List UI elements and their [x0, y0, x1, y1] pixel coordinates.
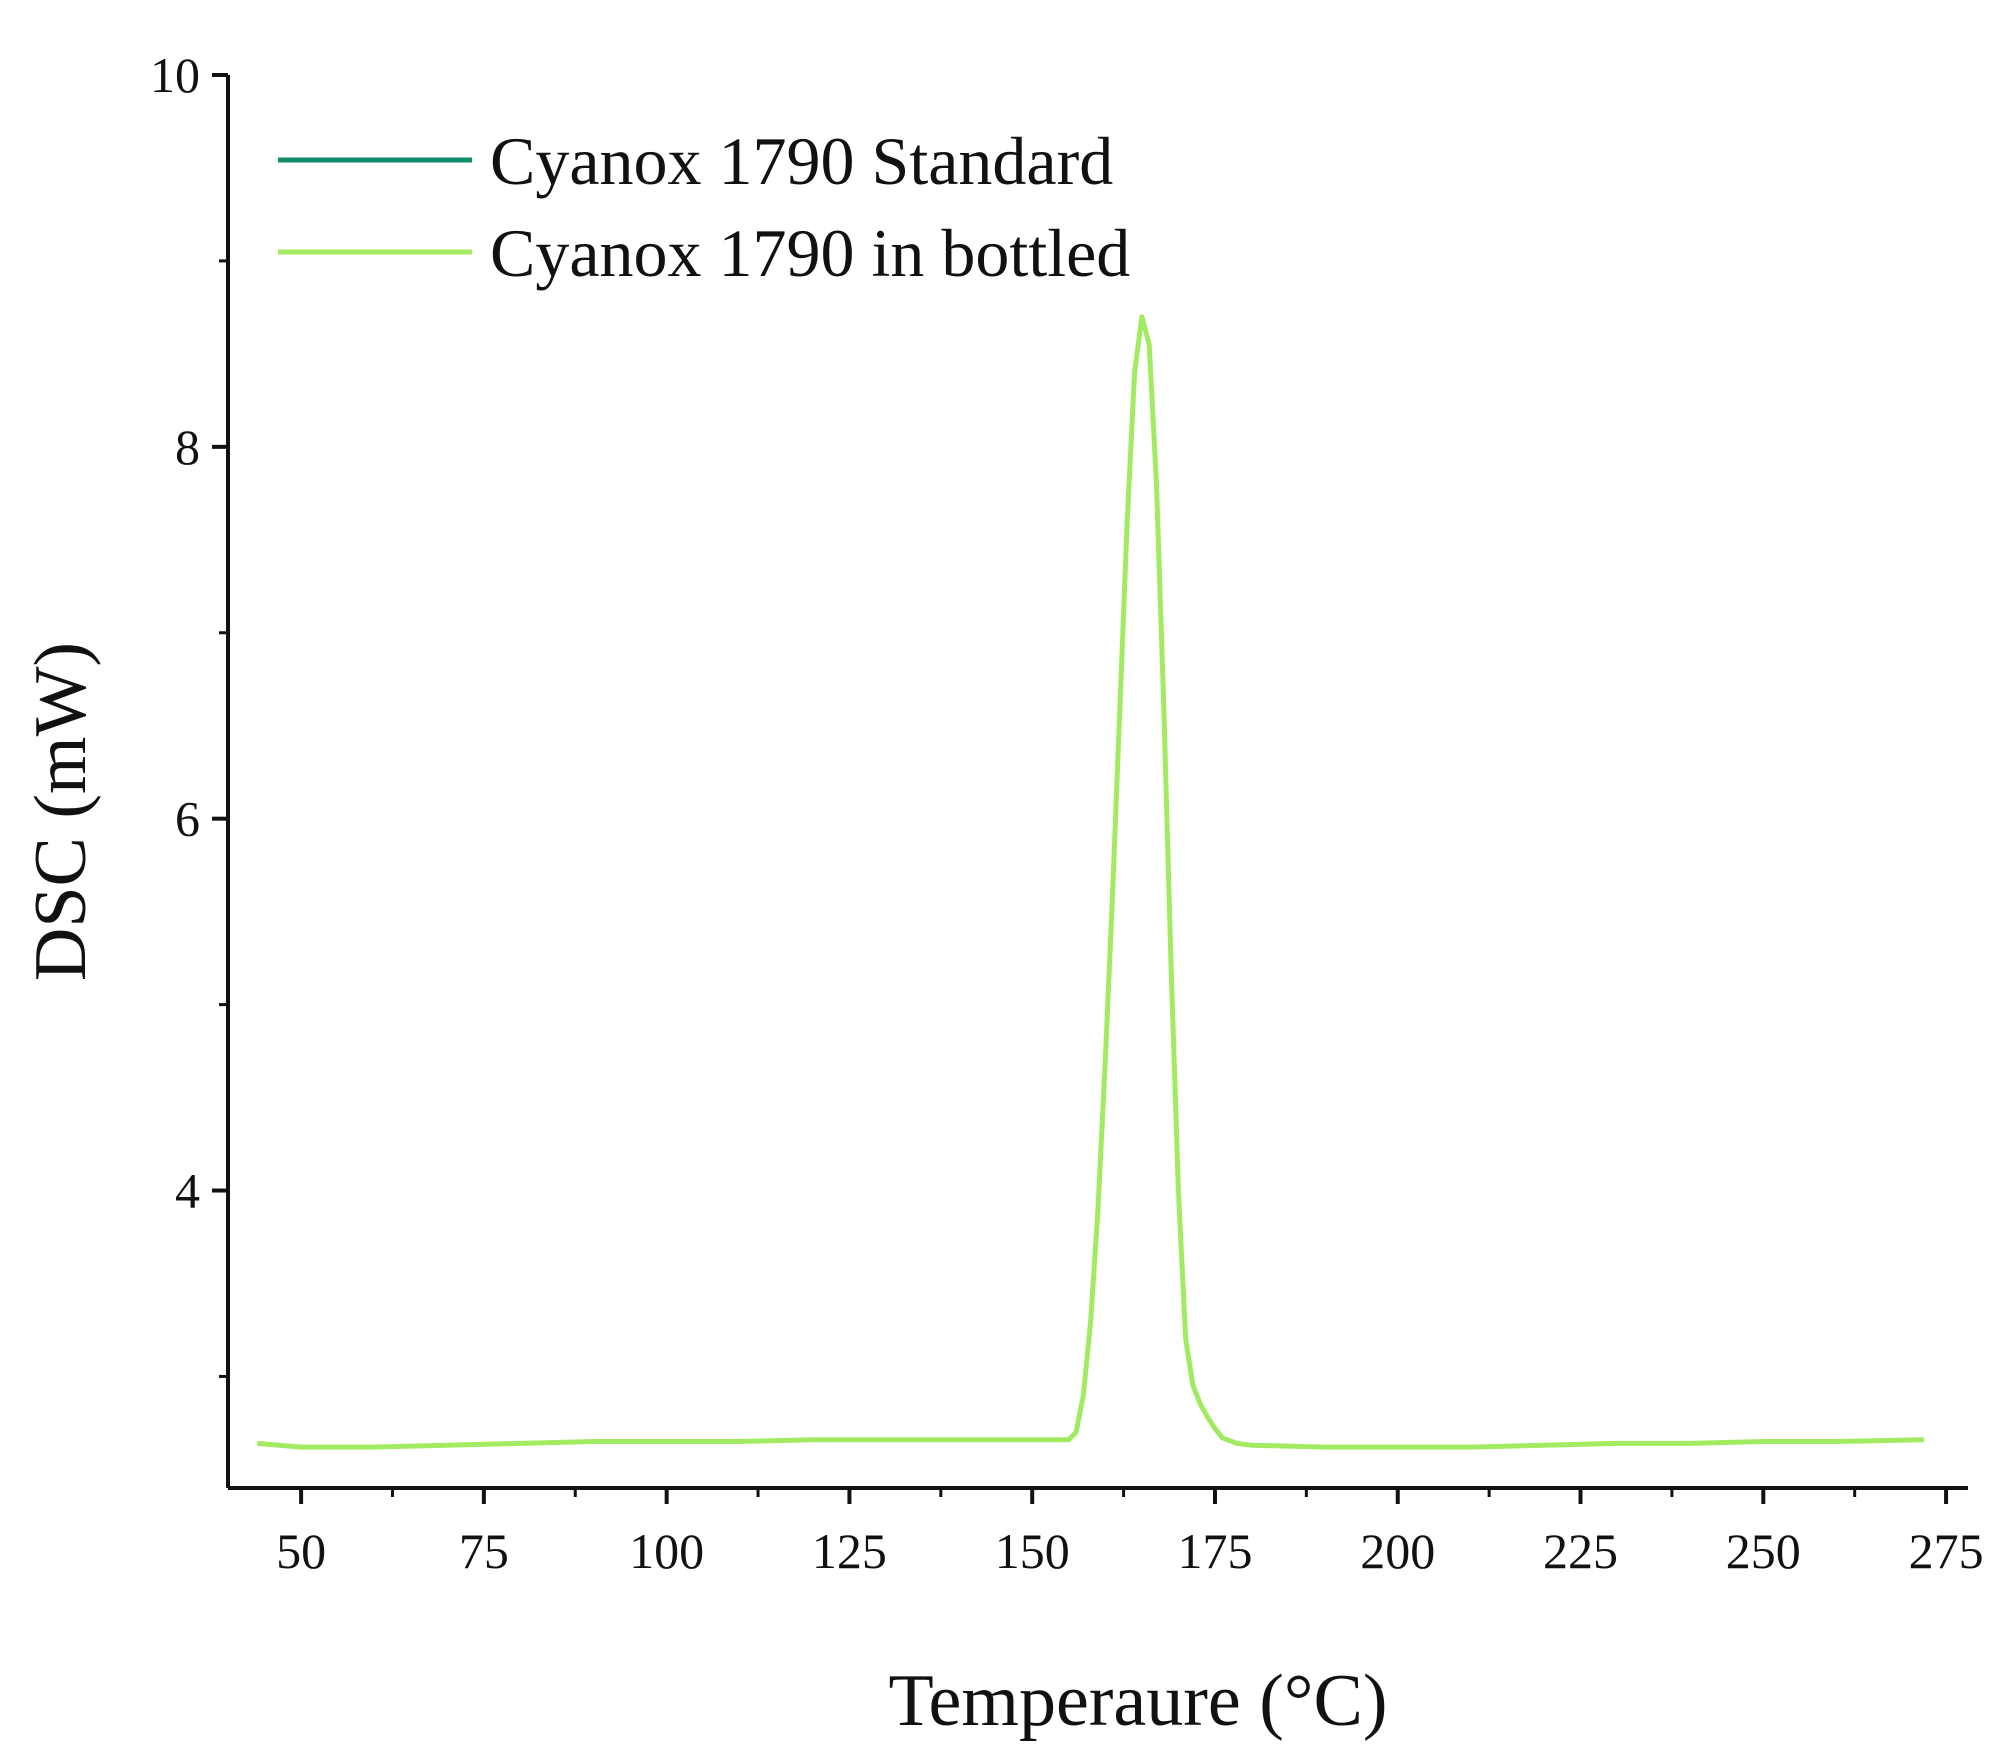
- x-tick-label: 125: [812, 1523, 887, 1579]
- x-tick-label: 100: [629, 1523, 704, 1579]
- x-axis-title: Temperaure (°C): [889, 1660, 1388, 1742]
- x-tick-label: 250: [1726, 1523, 1801, 1579]
- x-ticks: 50 75 100 125 150 175 200 225 250 275: [276, 1488, 1984, 1579]
- legend-label-bottled: Cyanox 1790 in bottled: [490, 215, 1130, 291]
- y-tick-label: 6: [175, 791, 200, 847]
- x-tick-label: 50: [276, 1523, 326, 1579]
- axes: 50 75 100 125 150 175 200 225 250 275 4 6 8 10: [150, 47, 1984, 1579]
- y-ticks: 4 6 8 10: [150, 47, 228, 1378]
- y-tick-label: 8: [175, 419, 200, 475]
- series-layer: [256, 314, 1925, 1450]
- y-tick-label: 10: [150, 47, 200, 103]
- series-line-1: [256, 314, 1925, 1450]
- x-tick-label: 200: [1360, 1523, 1435, 1579]
- legend: Cyanox 1790 Standard Cyanox 1790 in bott…: [278, 123, 1130, 291]
- x-tick-label: 150: [995, 1523, 1070, 1579]
- y-tick-label: 4: [175, 1163, 200, 1219]
- x-tick-label: 275: [1909, 1523, 1984, 1579]
- y-axis-title: DSC (mW): [20, 642, 102, 981]
- legend-label-standard: Cyanox 1790 Standard: [490, 123, 1113, 199]
- x-tick-label: 75: [459, 1523, 509, 1579]
- x-tick-label: 225: [1543, 1523, 1618, 1579]
- x-tick-label: 175: [1177, 1523, 1252, 1579]
